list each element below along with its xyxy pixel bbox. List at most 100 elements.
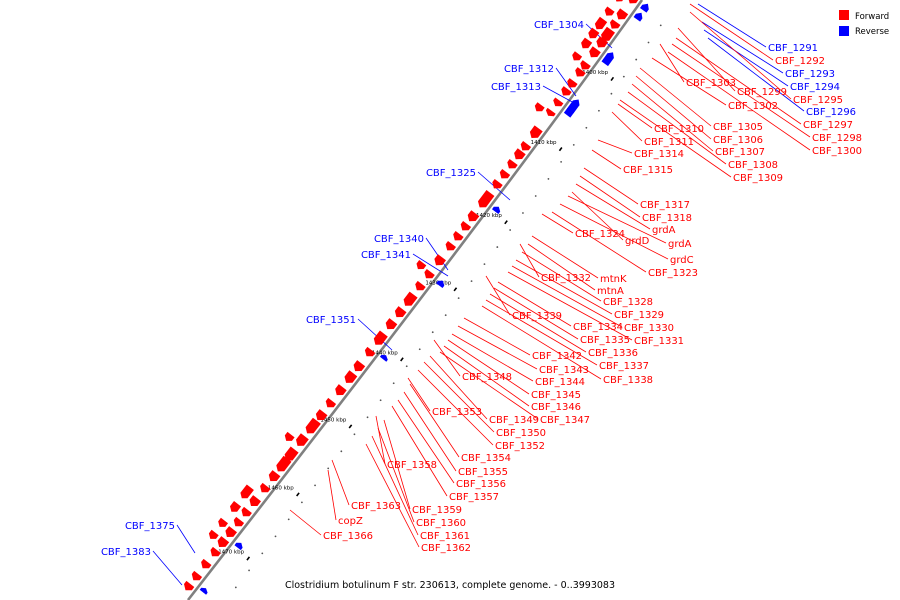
forward-gene-arrow xyxy=(520,141,532,151)
gene-label: CBF_1309 xyxy=(733,173,783,184)
leader-line xyxy=(667,51,811,151)
forward-gene-arrow xyxy=(233,516,245,527)
kbp-tick-mark xyxy=(453,287,458,292)
forward-gene-arrow xyxy=(561,86,572,96)
gene-label: copZ xyxy=(338,516,363,527)
forward-gene-arrow xyxy=(580,60,591,70)
gene-label: CBF_1304 xyxy=(534,20,584,31)
forward-gene-arrow xyxy=(230,501,242,512)
leader-line xyxy=(485,299,598,366)
scale-dot xyxy=(610,92,613,95)
scale-dot xyxy=(366,416,369,419)
forward-gene-arrow xyxy=(385,318,398,330)
leader-line xyxy=(527,243,596,291)
kbp-tick-mark xyxy=(610,76,615,82)
scale-dot xyxy=(431,331,434,334)
scale-dot xyxy=(327,467,330,470)
forward-gene-arrow xyxy=(492,179,503,189)
leader-line xyxy=(377,427,415,523)
forward-gene-arrow xyxy=(467,210,480,222)
forward-gene-arrow xyxy=(572,51,583,61)
kbp-tick-label: 1470 kbp xyxy=(218,550,244,556)
forward-gene-arrow xyxy=(588,27,600,39)
scale-dot xyxy=(622,75,625,78)
forward-gene-arrow xyxy=(567,78,578,88)
reverse-gene-arrow xyxy=(199,587,208,595)
gene-label: grdA xyxy=(652,225,676,236)
forward-gene-arrow xyxy=(581,37,593,49)
forward-gene-arrow xyxy=(610,19,621,29)
forward-gene-arrow xyxy=(403,291,418,306)
scale-dot xyxy=(659,24,662,27)
leader-line xyxy=(651,57,727,106)
leader-line xyxy=(611,111,643,142)
leader-line xyxy=(531,235,599,279)
gene-label: CBF_1350 xyxy=(496,428,546,439)
forward-gene-arrow xyxy=(201,558,212,569)
gene-label: CBF_1318 xyxy=(642,213,692,224)
leader-lines xyxy=(152,3,811,586)
leader-line xyxy=(429,355,488,420)
leader-line xyxy=(327,469,337,521)
scale-dot xyxy=(635,58,638,61)
leader-line xyxy=(443,345,530,407)
forward-gene-arrow xyxy=(534,102,545,112)
reverse-gene-arrow xyxy=(492,206,501,214)
kbp-tick-label: 1420 kbp xyxy=(476,213,502,219)
kbp-tick-mark xyxy=(348,424,353,429)
forward-gene-arrow xyxy=(415,280,426,291)
gene-label: CBF_1360 xyxy=(416,518,466,529)
leader-line xyxy=(403,391,457,472)
scale-dot xyxy=(572,143,575,146)
forward-gene-arrow xyxy=(353,360,366,372)
gene-label: CBF_1366 xyxy=(323,531,373,542)
gene-label: CBF_1314 xyxy=(634,149,684,160)
reverse-gene-arrow xyxy=(633,12,643,22)
reverse-gene-arrow xyxy=(563,107,574,118)
genome-caption: Clostridium botulinum F str. 230613, com… xyxy=(285,580,615,591)
gene-label: CBF_1353 xyxy=(432,407,482,418)
forward-gene-arrow xyxy=(615,0,623,2)
gene-label: CBF_1345 xyxy=(531,390,581,401)
gene-label: CBF_1363 xyxy=(351,501,401,512)
scale-dot xyxy=(585,126,588,129)
leader-line xyxy=(383,419,411,510)
kbp-tick-mark xyxy=(400,357,404,362)
legend-reverse-swatch xyxy=(839,26,849,36)
forward-gene-arrow xyxy=(268,470,281,482)
leader-line xyxy=(689,3,774,61)
forward-gene-arrow xyxy=(325,397,337,408)
leader-line xyxy=(515,259,613,315)
forward-gene-arrow xyxy=(184,580,195,591)
leader-line xyxy=(463,317,531,356)
forward-gene-arrow xyxy=(604,6,615,16)
gene-label: CBF_1302 xyxy=(728,101,778,112)
gene-label: CBF_1323 xyxy=(648,268,698,279)
leader-line xyxy=(555,67,577,97)
scale-dot xyxy=(560,160,563,163)
gene-label: CBF_1329 xyxy=(614,310,664,321)
gene-label: CBF_1358 xyxy=(387,460,437,471)
forward-gene-arrow xyxy=(594,16,608,30)
forward-gene-arrow xyxy=(335,384,347,396)
scale-dot xyxy=(483,263,486,265)
forward-gene-arrow xyxy=(217,536,230,547)
leader-line xyxy=(511,265,623,328)
gene-label: CBF_1308 xyxy=(728,160,778,171)
gene-label: CBF_1330 xyxy=(624,323,674,334)
reverse-gene-arrow xyxy=(436,280,445,288)
scale-dot xyxy=(496,246,499,248)
forward-gene-arrow xyxy=(478,190,495,208)
scale-dot xyxy=(314,484,316,487)
leader-line xyxy=(481,305,602,380)
forward-gene-arrow xyxy=(208,529,219,539)
gene-label: grdA xyxy=(668,239,692,250)
forward-gene-arrow xyxy=(296,433,309,446)
gene-label: CBF_1325 xyxy=(426,168,476,179)
leader-line xyxy=(152,550,183,586)
gene-label: CBF_1334 xyxy=(573,322,623,333)
leader-line xyxy=(559,203,669,260)
gene-label: CBF_1332 xyxy=(541,273,591,284)
forward-gene-arrow xyxy=(241,506,252,517)
